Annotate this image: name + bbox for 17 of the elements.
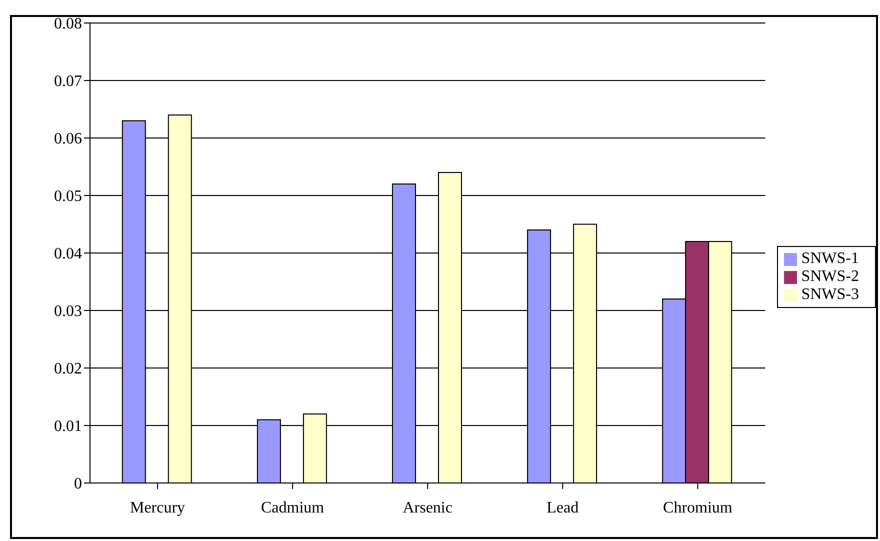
x-tick-label: Arsenic [402,499,452,516]
legend-label: SNWS-2 [801,268,859,285]
x-tick-label: Chromium [663,499,733,516]
x-tick-label: Cadmium [261,499,325,516]
y-tick-label: 0 [74,476,82,493]
y-tick-label: 0.08 [54,16,82,33]
y-tick-label: 0.05 [54,188,82,206]
legend-label: SNWS-3 [801,286,859,303]
y-tick-label: 0.06 [54,130,82,148]
y-tick-label: 0.02 [54,360,82,378]
y-tick-label: 0.04 [54,246,82,263]
legend-label: SNWS-1 [801,250,859,267]
x-tick-label: Mercury [130,499,186,516]
y-tick-label: 0.03 [54,303,82,320]
y-tick-label: 0.01 [54,418,82,436]
x-tick-label: Lead [546,499,579,516]
y-tick-label: 0.07 [54,73,82,90]
